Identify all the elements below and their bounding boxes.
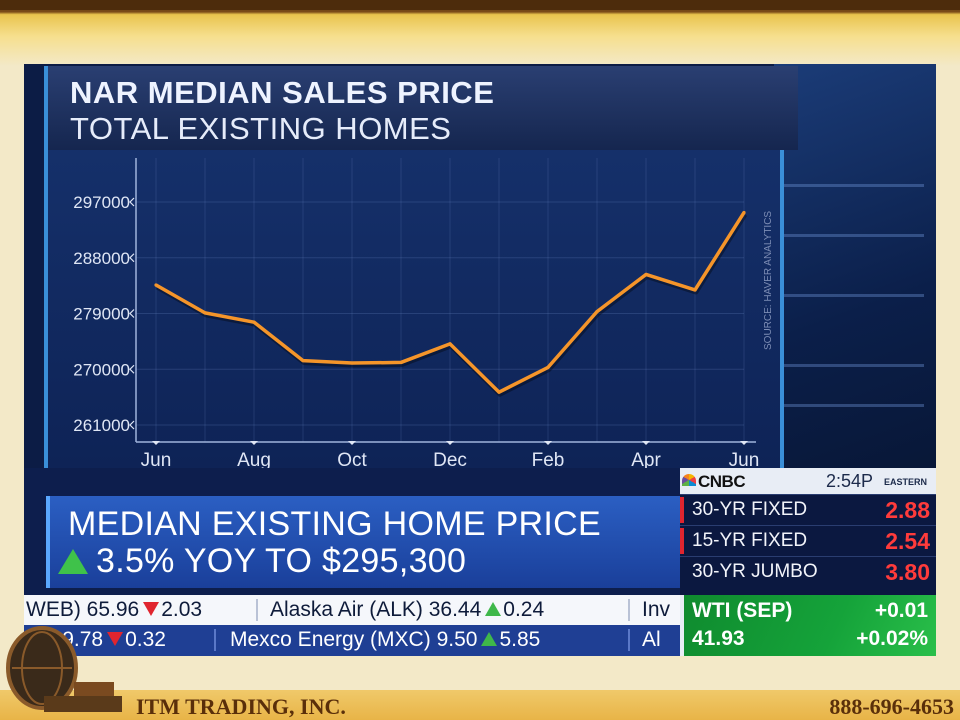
ticker-item: Alaska Air (ALK) 36.44 0.24 [270,598,545,621]
rate-value: 3.80 [885,559,930,585]
data-point [252,320,256,324]
up-arrow-icon [481,632,498,646]
clock-time: 2:54P [826,471,874,491]
wti-quote: WTI (SEP) 41.93 +0.01 +0.02% [680,595,936,656]
y-tick-label: 279000 [73,305,130,324]
headline-box [46,496,680,588]
cnbc-header: CNBC 2:54P EASTERN [680,468,936,494]
y-tick-label: 270000 [73,360,130,379]
ticker-item: Inv [642,598,671,621]
ticker-item: Mexco Energy (MXC) 9.50 5.85 [230,628,541,651]
line-chart: 261000 270000 279000 288000 297000 Jun Aug Oct D… [73,158,760,468]
ticker-item: WEB) 65.96 2.03 [26,598,203,621]
x-tick-mark [348,441,356,445]
wti-name: WTI (SEP) [692,599,793,622]
company-name: ITM TRADING, INC. [136,694,346,719]
y-tick-label: 297000 [73,193,130,212]
x-tick-mark [642,441,650,445]
headline-line1: MEDIAN EXISTING HOME PRICE [68,505,601,543]
data-point [644,272,648,277]
rate-row: 15-YR FIXED 2.54 [680,525,936,556]
data-point [693,288,697,292]
x-tick-label: Jun [729,450,760,468]
data-point [595,310,599,314]
y-tick-mark [129,309,135,318]
x-tick-label: Oct [337,450,367,468]
wti-percent: +0.02% [856,627,928,650]
series-line-shadow [155,213,748,397]
data-point [399,360,403,365]
data-point [203,311,207,315]
x-tick-label: Jun [141,450,172,468]
data-point [742,210,746,215]
data-point [301,358,305,363]
rate-value: 2.88 [885,497,930,523]
footer-bar [0,690,960,720]
peacock-logo-icon [682,474,696,486]
down-arrow-icon [143,602,160,616]
y-tick-mark [129,420,135,430]
down-arrow-icon [107,632,124,646]
ticker-item: Al [642,628,661,651]
clock-timezone: EASTERN [884,477,928,487]
data-point [350,361,354,365]
x-tick-mark [446,441,454,445]
y-tick-mark [129,253,135,263]
x-tick-label: Apr [631,450,661,468]
source-label: SOURCE: HAVER ANALYTICS [763,210,774,350]
y-tick-mark [129,197,135,207]
stock-ticker-bottom: ) 489.780.32 Mexco Energy (MXC) 9.505.85… [24,625,680,656]
y-tick-mark [129,364,135,374]
data-point [154,283,158,287]
chart-title: NAR MEDIAN SALES PRICE [70,75,495,110]
x-tick-label: Dec [433,450,467,468]
y-tick-label: 261000 [73,416,130,435]
rate-label: 30-YR FIXED [692,499,808,520]
y-tick-label: 288000 [73,249,130,268]
x-tick-label: Feb [532,450,565,468]
up-arrow-icon [58,549,88,574]
phone-number: 888-696-4653 [829,694,954,719]
data-point [448,342,452,346]
rate-row: 30-YR FIXED 2.88 [680,494,936,525]
background-graphic [774,64,936,468]
rate-value: 2.54 [885,528,930,554]
x-tick-mark [544,441,552,445]
headline-line2: 3.5% YOY TO $295,300 [96,542,467,580]
globe-logo-icon [6,626,122,712]
chart-title-box: NAR MEDIAN SALES PRICE TOTAL EXISTING HO… [44,66,798,150]
cnbc-logo: CNBC [698,472,746,491]
rate-label: 30-YR JUMBO [692,561,818,582]
rate-row: 30-YR JUMBO 3.80 [680,556,936,595]
stock-ticker-top: WEB) 65.96 2.03 Alaska Air (ALK) 36.44 0.2… [24,595,680,625]
up-arrow-icon [485,602,502,616]
x-tick-mark [740,441,748,445]
chart-panel: 261000 270000 279000 288000 297000 Jun Aug Oct D… [44,150,784,468]
x-tick-mark [250,441,258,445]
tv-screen: NAR MEDIAN SALES PRICE TOTAL EXISTING HO… [24,64,936,656]
chart-subtitle: TOTAL EXISTING HOMES [70,111,452,146]
data-point [497,390,501,394]
rate-label: 15-YR FIXED [692,530,808,551]
data-point [546,365,550,369]
frame-top-edge [0,0,960,10]
frame-top-banner [0,0,960,66]
wti-change: +0.01 [874,599,928,622]
wti-price: 41.93 [692,627,745,650]
x-tick-label: Aug [237,450,271,468]
x-tick-mark [152,441,160,445]
